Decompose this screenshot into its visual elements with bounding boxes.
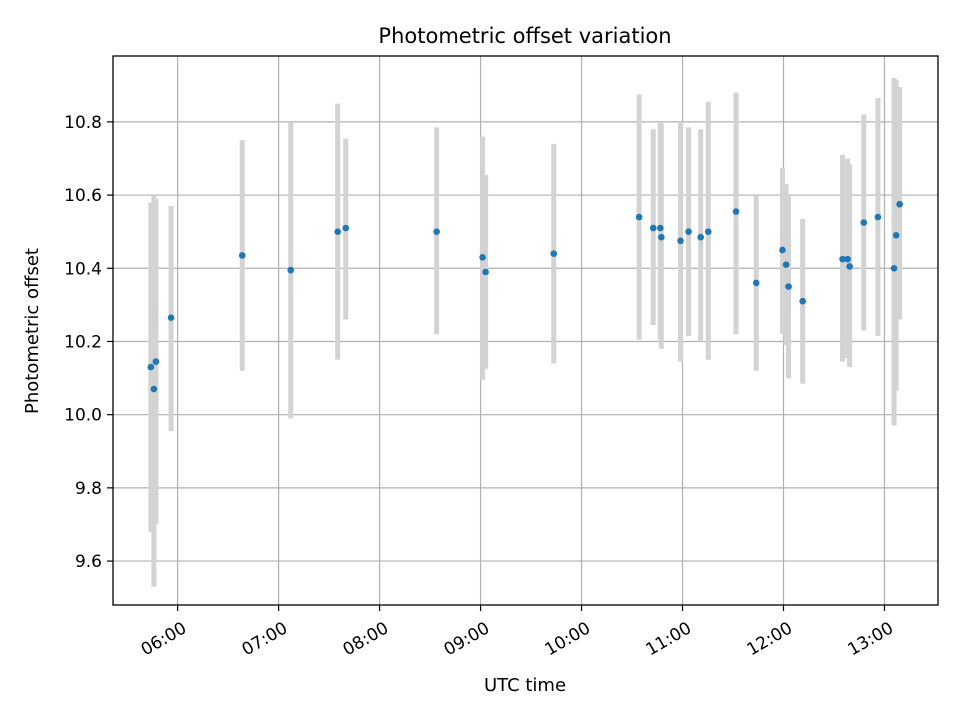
data-point xyxy=(890,264,898,272)
chart-title: Photometric offset variation xyxy=(378,24,671,48)
data-point xyxy=(334,228,341,235)
data-point xyxy=(238,252,246,259)
y-tick-label: 9.8 xyxy=(75,479,102,499)
y-tick-label: 9.6 xyxy=(75,552,102,572)
data-point xyxy=(287,266,295,274)
data-point xyxy=(782,261,790,268)
y-tick-label: 10.2 xyxy=(64,332,102,352)
data-point xyxy=(892,232,900,239)
data-point xyxy=(649,224,657,232)
data-point xyxy=(732,208,740,215)
data-point xyxy=(167,314,175,321)
data-point xyxy=(799,297,806,305)
data-point xyxy=(482,268,489,276)
grid xyxy=(113,56,938,605)
data-point xyxy=(874,213,882,221)
data-point xyxy=(433,228,440,235)
data-point xyxy=(635,213,643,221)
data-point xyxy=(697,233,704,241)
data-point xyxy=(704,228,712,235)
data-point xyxy=(479,253,486,261)
y-tick-label: 10.0 xyxy=(64,406,102,426)
data-point xyxy=(342,224,350,232)
x-axis-title: UTC time xyxy=(484,675,566,696)
y-tick-label: 10.4 xyxy=(64,259,102,279)
y-tick-label: 10.6 xyxy=(64,186,102,206)
data-point xyxy=(785,283,792,290)
data-point xyxy=(846,263,853,270)
y-tick-label: 10.8 xyxy=(64,113,102,133)
data-point xyxy=(779,246,786,254)
data-point xyxy=(896,200,903,208)
plot-frame xyxy=(112,55,939,606)
data-point xyxy=(844,255,851,263)
y-axis-title: Photometric offset xyxy=(22,248,43,414)
data-point xyxy=(147,363,155,371)
data-points xyxy=(147,200,903,393)
data-point xyxy=(752,279,760,287)
data-point xyxy=(658,233,665,241)
data-point xyxy=(657,224,664,232)
data-point xyxy=(677,237,684,245)
data-point xyxy=(839,255,846,263)
data-point xyxy=(685,228,692,235)
y-axis: 9.6 9.8 10.0 10.2 10.4 10.6 10.8 xyxy=(64,113,113,572)
data-point xyxy=(152,358,160,365)
data-point xyxy=(860,219,868,226)
data-point xyxy=(150,385,158,393)
data-point xyxy=(550,250,558,257)
